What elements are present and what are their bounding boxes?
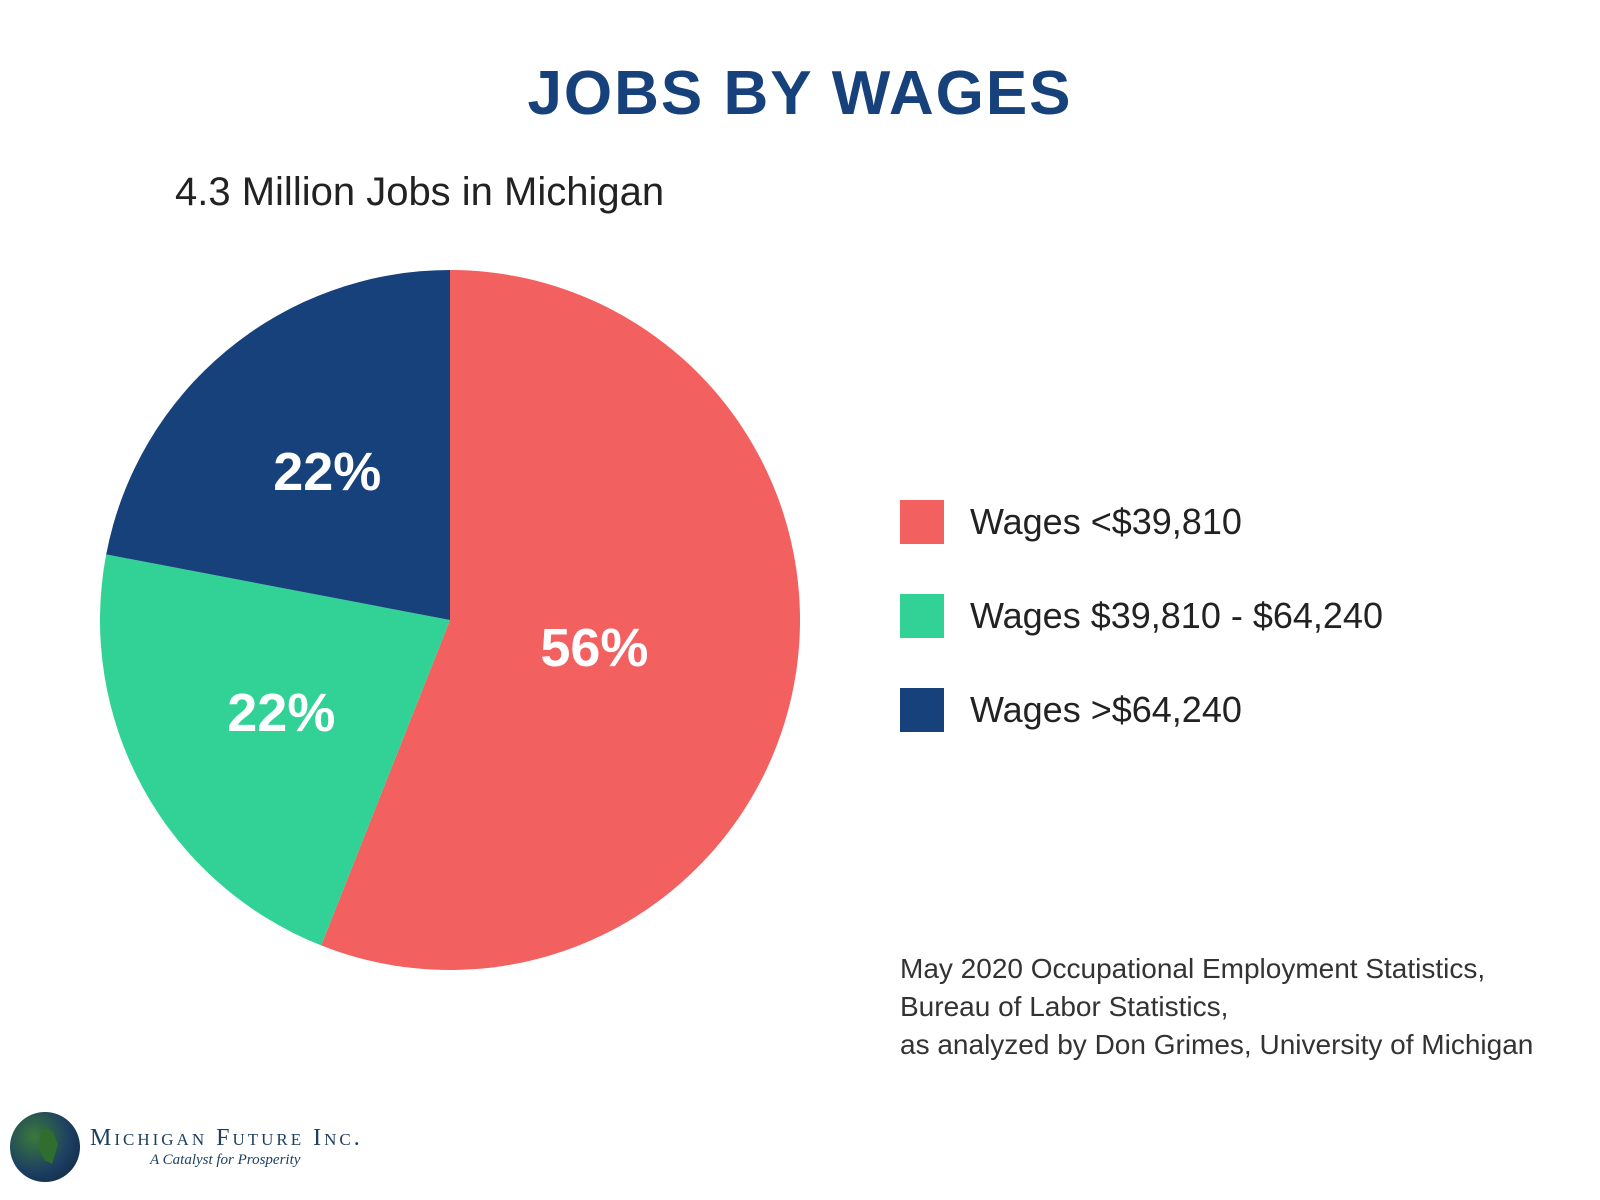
source-line: as analyzed by Don Grimes, University of… [900,1026,1533,1064]
legend-item: Wages >$64,240 [900,688,1383,732]
legend-label: Wages <$39,810 [970,501,1242,543]
logo-line2: A Catalyst for Prosperity [150,1152,363,1169]
legend-item: Wages <$39,810 [900,500,1383,544]
globe-icon [10,1112,80,1182]
legend: Wages <$39,810 Wages $39,810 - $64,240 W… [900,500,1383,782]
source-line: May 2020 Occupational Employment Statist… [900,950,1533,988]
legend-label: Wages $39,810 - $64,240 [970,595,1383,637]
logo-line1: Michigan Future Inc. [90,1125,363,1152]
subtitle: 4.3 Million Jobs in Michigan [175,170,664,215]
infographic-stage: JOBS BY WAGES 4.3 Million Jobs in Michig… [0,0,1600,1200]
legend-label: Wages >$64,240 [970,689,1242,731]
legend-swatch [900,500,944,544]
logo-text: Michigan Future Inc. A Catalyst for Pros… [90,1125,363,1169]
org-logo: Michigan Future Inc. A Catalyst for Pros… [10,1112,363,1182]
legend-item: Wages $39,810 - $64,240 [900,594,1383,638]
page-title: JOBS BY WAGES [0,58,1600,129]
pie-chart: 56%22%22% [100,270,800,970]
legend-swatch [900,688,944,732]
source-citation: May 2020 Occupational Employment Statist… [900,950,1533,1063]
source-line: Bureau of Labor Statistics, [900,988,1533,1026]
pie-svg [100,270,800,970]
legend-swatch [900,594,944,638]
